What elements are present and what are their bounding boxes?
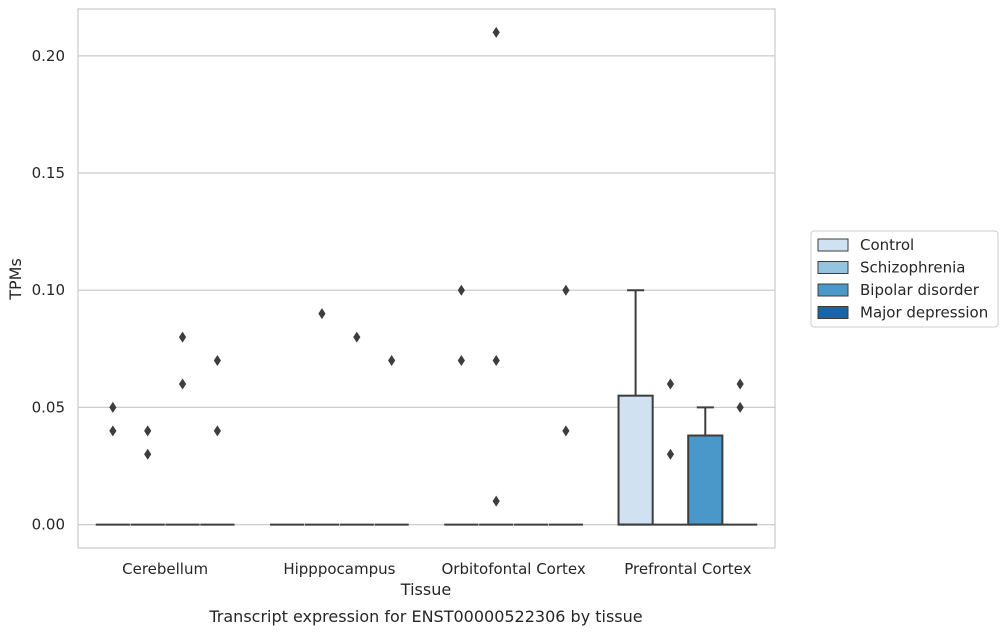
outlier-point [457, 284, 465, 296]
outlier-point [736, 378, 744, 390]
outlier-point [457, 355, 465, 367]
legend-swatch [817, 306, 849, 319]
outlier-point [109, 425, 117, 437]
y-tick-label: 0.05 [32, 398, 65, 416]
legend-swatch [817, 283, 849, 297]
outlier-point [388, 355, 396, 367]
legend-swatch [817, 238, 849, 252]
outlier-point [492, 26, 500, 38]
box-layer [95, 289, 758, 526]
x-tick-labels: Cerebellum Hipppocampus Orbitofontal Corte… [122, 560, 751, 578]
legend-label: Control [860, 236, 914, 254]
box [617, 289, 654, 526]
y-axis-label: TPMs [6, 258, 25, 301]
box-body [617, 394, 654, 526]
legend-label: Schizophrenia [860, 259, 965, 277]
outlier-point [178, 378, 187, 390]
outlier-point [666, 448, 675, 460]
x-tick-label: Cerebellum [122, 560, 208, 578]
outlier-point [666, 378, 675, 390]
x-tick-label: Prefrontal Cortex [624, 560, 751, 578]
legend-swatch [817, 261, 849, 274]
outlier-point [562, 284, 570, 296]
y-tick-labels: 0.00 0.05 0.10 0.15 0.20 [32, 47, 65, 534]
legend-frame [810, 230, 999, 328]
legend: Control Schizophrenia Bipolar disorder Majo… [810, 230, 999, 328]
outlier-point [353, 331, 361, 343]
legend-label: Bipolar disorder [860, 281, 980, 299]
box [687, 406, 724, 526]
outlier-point [562, 425, 570, 437]
outlier-point [213, 355, 221, 367]
y-tick-label: 0.00 [32, 516, 65, 534]
x-tick-label: Hipppocampus [283, 560, 395, 578]
outlier-point [318, 308, 326, 320]
x-tick-label: Orbitofontal Cortex [442, 560, 586, 578]
outlier-point [178, 331, 187, 343]
x-axis-label: Tissue [400, 580, 451, 599]
outlier-point [736, 401, 744, 413]
legend-label: Major depression [860, 304, 988, 322]
box-body [687, 434, 724, 526]
y-tick-label: 0.15 [32, 164, 65, 182]
outlier-point [213, 425, 221, 437]
outlier-layer [109, 26, 744, 507]
chart-caption: Transcript expression for ENST0000052230… [208, 607, 642, 626]
outlier-point [144, 425, 152, 437]
outlier-point [492, 495, 500, 507]
y-tick-label: 0.20 [32, 47, 65, 65]
plot-frame [77, 8, 776, 549]
y-tick-label: 0.10 [32, 281, 65, 299]
outlier-point [144, 448, 152, 460]
outlier-point [109, 401, 117, 413]
outlier-point [492, 355, 500, 367]
